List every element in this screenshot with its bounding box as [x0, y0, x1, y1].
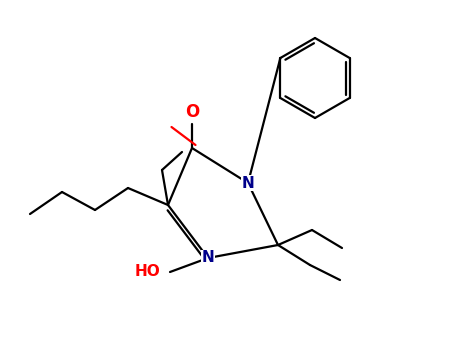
Text: O: O [185, 103, 199, 121]
Text: HO: HO [135, 265, 161, 280]
Text: N: N [242, 175, 254, 190]
Text: N: N [202, 251, 214, 266]
